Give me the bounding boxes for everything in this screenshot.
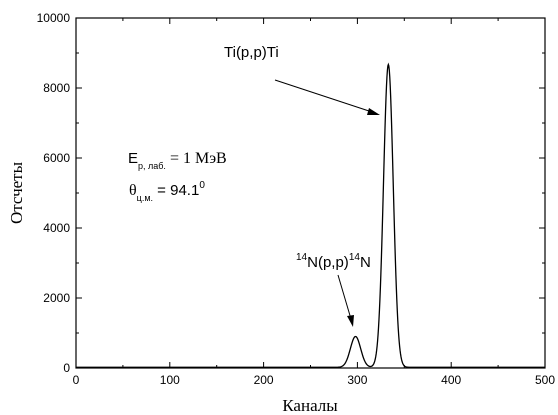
y-tick-label: 10000: [37, 11, 71, 25]
y-tick-label: 2000: [43, 291, 70, 305]
x-axis-title: Каналы: [282, 396, 338, 415]
n-label-mid: N(p,p): [307, 254, 349, 271]
theta-sup: 0: [199, 180, 205, 191]
x-tick-label: 400: [441, 373, 461, 387]
y-axis-title: Отсчеты: [7, 161, 26, 224]
spectrum-curve: [76, 65, 545, 368]
y-tick-label: 4000: [43, 221, 70, 235]
x-tick-label: 300: [347, 373, 367, 387]
n-arrow: [338, 275, 354, 327]
theta-main: θ: [129, 182, 137, 199]
n-peak-label: 14N(p,p)14N: [296, 252, 371, 271]
energy-main: E: [128, 150, 138, 167]
ti-arrow: [275, 80, 380, 115]
x-tick-label: 100: [160, 373, 180, 387]
x-tick-label: 200: [254, 373, 274, 387]
tick-labels: 0 100 200 300 400 500 0 2000 4000 6000 8000 10000: [37, 11, 556, 387]
ti-peak-label: Ti(p,p)Ti: [224, 44, 279, 61]
x-tick-label: 0: [73, 373, 80, 387]
y-tick-label: 6000: [43, 151, 70, 165]
energy-sub: p, лаб.: [138, 161, 166, 171]
x-tick-label: 500: [535, 373, 555, 387]
n-label-end: N: [360, 254, 371, 271]
energy-value: = 1 МэВ: [166, 150, 227, 167]
n-label-pre-sup: 14: [296, 252, 308, 263]
theta-value: = 94.1: [153, 182, 199, 199]
y-tick-label: 8000: [43, 81, 70, 95]
energy-annotation: Ep, лаб. = 1 МэВ: [128, 150, 227, 171]
theta-annotation: θц.м. = 94.10: [129, 180, 205, 203]
n-label-post-sup: 14: [349, 252, 361, 263]
y-tick-label: 0: [63, 361, 70, 375]
theta-sub: ц.м.: [137, 193, 153, 203]
